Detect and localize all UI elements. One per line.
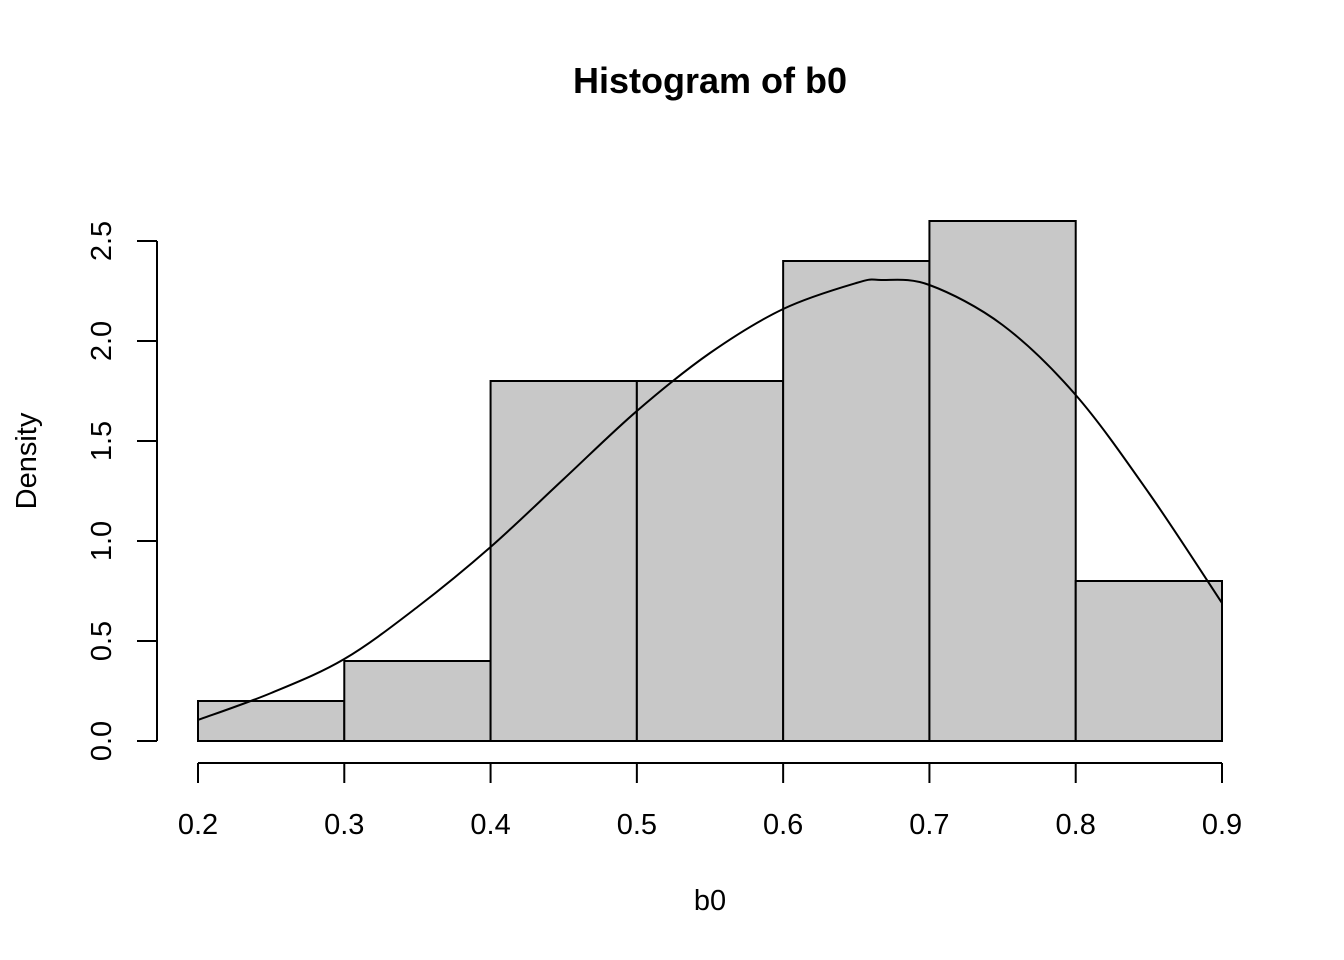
x-tick-label: 0.6 <box>763 809 803 841</box>
x-tick-label: 0.8 <box>1056 809 1096 841</box>
x-tick-label: 0.9 <box>1202 809 1242 841</box>
histogram-bar <box>343 660 492 742</box>
y-axis-label: Density <box>11 412 43 509</box>
y-tick-label: 2.5 <box>86 221 118 261</box>
x-tick-label: 0.5 <box>617 809 657 841</box>
histogram-bar <box>1074 580 1223 742</box>
histogram-bar <box>782 260 931 742</box>
density-curve <box>197 278 1223 721</box>
y-tick-label: 1.5 <box>86 421 118 461</box>
histogram-bar <box>489 380 638 742</box>
y-axis: 0.0 0.5 1.0 1.5 2.0 2.5 <box>86 221 158 761</box>
density-curve-group <box>197 278 1223 721</box>
x-tick-label: 0.7 <box>909 809 949 841</box>
x-axis: 0.2 0.3 0.4 0.5 0.6 0.7 0.8 0.9 <box>178 762 1242 841</box>
y-tick-label: 2.0 <box>86 321 118 361</box>
x-tick-label: 0.2 <box>178 809 218 841</box>
histogram-bar <box>928 220 1077 742</box>
x-tick-label: 0.4 <box>470 809 510 841</box>
y-tick-label: 0.5 <box>86 621 118 661</box>
chart-title: Histogram of b0 <box>573 60 847 101</box>
x-axis-label: b0 <box>694 885 726 917</box>
y-tick-label: 0.0 <box>86 721 118 761</box>
bars-group <box>197 220 1223 742</box>
histogram-bar <box>197 700 346 742</box>
x-tick-label: 0.3 <box>324 809 364 841</box>
histogram-bar <box>635 380 785 742</box>
y-tick-label: 1.0 <box>86 521 118 561</box>
